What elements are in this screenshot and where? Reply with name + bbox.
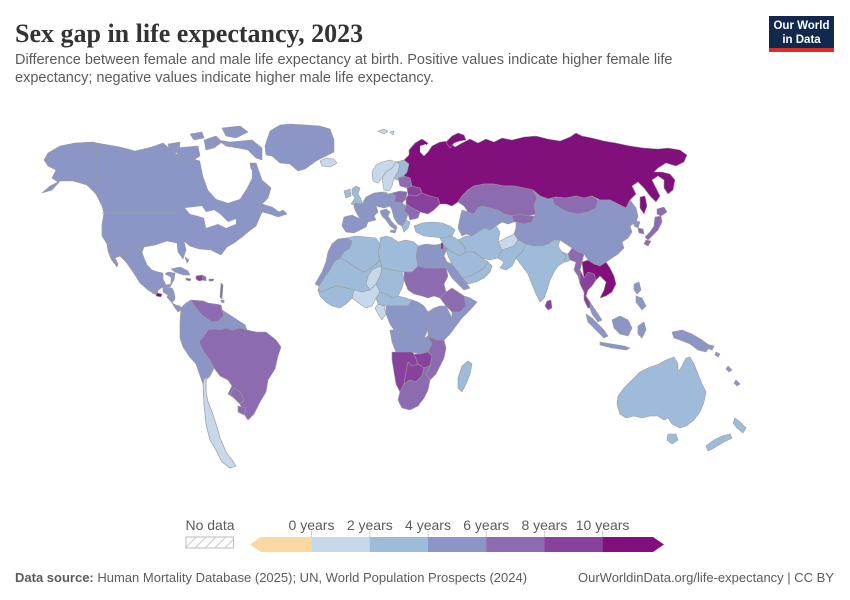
svg-text:8 years: 8 years	[521, 517, 567, 533]
svg-text:No data: No data	[185, 517, 234, 533]
svg-text:4 years: 4 years	[405, 517, 451, 533]
svg-text:2 years: 2 years	[347, 517, 393, 533]
svg-text:0 years: 0 years	[289, 517, 335, 533]
svg-text:10 years: 10 years	[576, 517, 630, 533]
svg-text:6 years: 6 years	[463, 517, 509, 533]
